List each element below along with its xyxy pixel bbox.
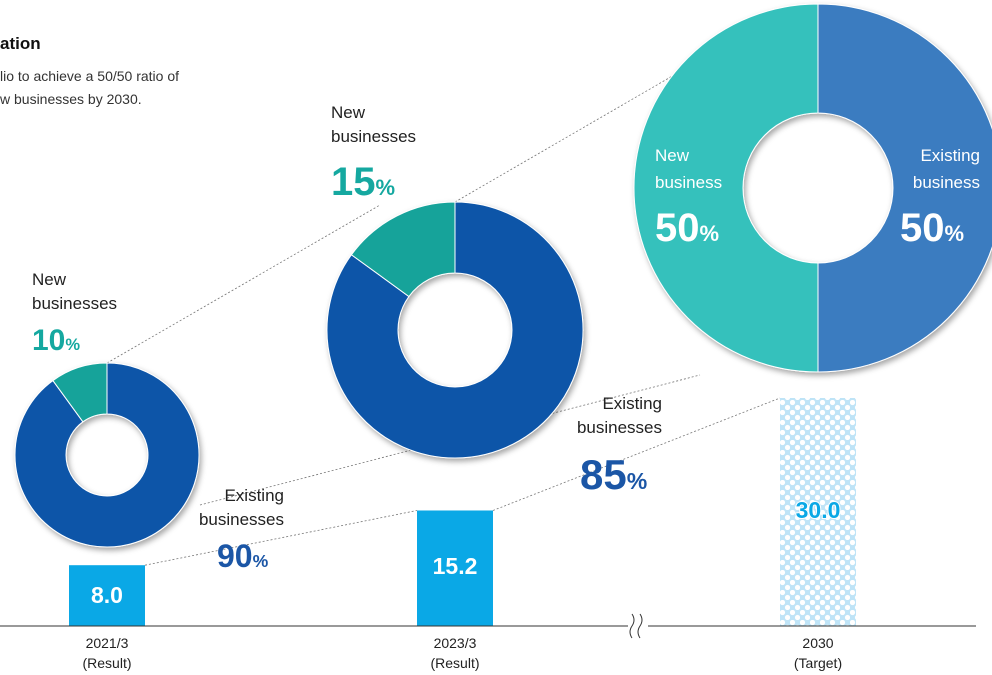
pct-2030-new-value: 50: [655, 206, 700, 250]
tick-2021-line1: 2021/3: [85, 635, 129, 651]
label-2021-existing: Existing businesses: [184, 484, 284, 532]
pct-2021-new-value: 10: [32, 324, 66, 357]
tick-2023: 2023/3 (Result): [395, 633, 515, 673]
bar-1: [417, 510, 493, 626]
connector-bar-2023-2030: [492, 397, 781, 511]
bar-series: [69, 398, 856, 626]
bar-0: [69, 565, 145, 626]
bar-value-2021: 8.0: [91, 582, 123, 608]
label-2023-new-line2: businesses: [331, 127, 417, 146]
pct-2030-existing: 50%: [900, 208, 964, 248]
label-2021-existing-line2: businesses: [198, 510, 284, 529]
pct-2030-existing-value: 50: [900, 206, 945, 250]
bar-value-2023: 15.2: [432, 553, 478, 579]
pct-2023-new: 15%: [331, 162, 395, 202]
chart-subtitle-line1: lio to achieve a 50/50 ratio of: [0, 68, 180, 84]
label-2023-existing-line2: businesses: [576, 418, 662, 437]
slice-existing-2023/3: [326, 201, 584, 459]
label-2021-new: New businesses: [32, 268, 117, 316]
pct-2030-new: 50%: [655, 208, 719, 248]
label-2021-new-line2: businesses: [32, 294, 118, 313]
label-2030-new-line2: business: [655, 173, 723, 192]
tick-2030-line2: (Target): [793, 655, 843, 671]
axis-break-mark-2: [637, 613, 643, 639]
donut-charts: [14, 3, 992, 548]
tick-2030-line1: 2030: [802, 635, 834, 651]
slice-existing-2030: [817, 3, 992, 373]
connector-2021-top: [106, 204, 381, 364]
donut-2023/3: [326, 201, 584, 459]
tick-2030: 2030 (Target): [758, 633, 878, 673]
slice-existing-2021/3: [14, 362, 200, 548]
pct-2023-existing-unit: %: [626, 468, 648, 494]
label-2023-new-line1: New: [331, 103, 366, 122]
bar-value-2030: 30.0: [795, 496, 842, 524]
pct-2021-existing-unit: %: [252, 551, 269, 571]
label-2030-existing: Existing business: [880, 142, 980, 196]
label-2023-new: New businesses: [331, 101, 416, 149]
label-2030-new-line1: New: [655, 146, 690, 165]
slice-new-2021/3: [52, 362, 108, 423]
tick-2021: 2021/3 (Result): [47, 633, 167, 673]
donut-2030: [633, 3, 992, 373]
axis-break-gap: [628, 612, 648, 640]
pct-2023-existing: 85%: [580, 454, 647, 496]
pct-2030-existing-unit: %: [944, 221, 965, 246]
bar-2: [780, 398, 856, 626]
slice-new-2030: [633, 3, 819, 373]
tick-2023-line1: 2023/3: [433, 635, 477, 651]
axis-break-mark-1: [629, 613, 635, 639]
pct-2021-new: 10%: [32, 326, 80, 356]
pct-2030-new-unit: %: [699, 221, 720, 246]
tick-2021-line2: (Result): [82, 655, 132, 671]
pct-2021-new-unit: %: [65, 336, 81, 354]
pct-2021-existing-value: 90: [217, 538, 253, 574]
donut-2021/3: [14, 362, 200, 548]
tick-2023-line2: (Result): [430, 655, 480, 671]
slice-new-2023/3: [350, 201, 456, 298]
chart-subtitle-line2: w businesses by 2030.: [0, 91, 142, 107]
pct-2023-existing-value: 85: [580, 451, 627, 498]
pct-2023-new-unit: %: [375, 175, 396, 200]
connector-lines: [106, 59, 781, 566]
connector-2023-top: [454, 59, 701, 203]
x-axis: [0, 612, 976, 640]
label-2030-new: New business: [655, 142, 722, 196]
chart-title: ation: [0, 34, 41, 53]
label-2021-existing-line1: Existing: [224, 486, 284, 505]
pct-2023-new-value: 15: [331, 160, 376, 204]
label-2021-new-line1: New: [32, 270, 67, 289]
label-2023-existing: Existing businesses: [540, 392, 662, 440]
pct-2021-existing: 90%: [217, 540, 268, 572]
label-2023-existing-line1: Existing: [602, 394, 662, 413]
label-2030-existing-line2: business: [912, 173, 980, 192]
label-2030-existing-line1: Existing: [920, 146, 980, 165]
